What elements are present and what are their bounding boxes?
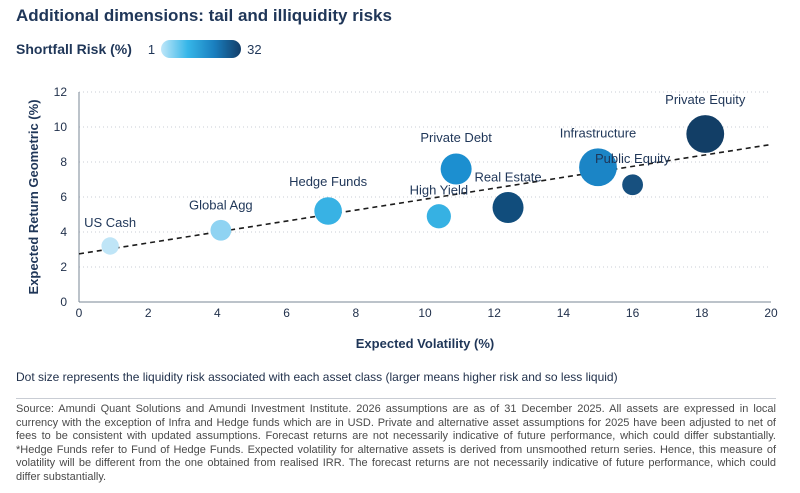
x-tick-label: 4 — [214, 306, 221, 320]
point-label: High Yield — [410, 182, 469, 197]
x-tick-label: 6 — [283, 306, 290, 320]
x-tick-label: 0 — [76, 306, 83, 320]
point-label: Private Debt — [420, 130, 492, 145]
point-label: Real Estate — [474, 170, 541, 185]
x-tick-label: 14 — [557, 306, 571, 320]
x-tick-label: 12 — [488, 306, 502, 320]
point-label: Public Equity — [595, 151, 671, 166]
bubble-point — [579, 148, 617, 187]
y-tick-label: 0 — [60, 295, 67, 309]
bubble-point — [314, 197, 342, 225]
legend-color-gradient — [161, 40, 242, 58]
y-axis-label: Expected Return Geometric (%) — [26, 99, 41, 294]
scatter-chart: 0 2 4 6 8 10 12 0 2 4 6 8 10 12 14 16 18 20 Expected Volat… — [26, 85, 778, 351]
y-tick-label: 4 — [60, 225, 67, 239]
bubble-point — [492, 192, 524, 223]
x-tick-label: 2 — [145, 306, 152, 320]
bubble-point — [622, 174, 643, 196]
bubble-point — [686, 115, 725, 153]
bubble-point — [426, 204, 451, 229]
x-axis-label: Expected Volatility (%) — [356, 336, 494, 351]
point-label: Private Equity — [665, 92, 746, 107]
legend-max-value: 32 — [247, 41, 262, 57]
bubble-point — [440, 153, 472, 185]
y-tick-label: 10 — [54, 120, 68, 134]
x-tick-label: 16 — [626, 306, 640, 320]
point-label: US Cash — [84, 215, 136, 230]
y-tick-label: 8 — [60, 155, 67, 169]
chart-title: Additional dimensions: tail and illiquid… — [16, 6, 392, 25]
bubble-point — [101, 237, 119, 255]
bubble-point — [210, 219, 232, 241]
divider — [16, 398, 776, 399]
x-tick-label: 18 — [695, 306, 709, 320]
dot-size-note: Dot size represents the liquidity risk a… — [16, 370, 618, 384]
y-tick-label: 2 — [60, 260, 67, 274]
source-footnote: Source: Amundi Quant Solutions and Amund… — [16, 403, 776, 483]
shortfall-risk-legend: Shortfall Risk (%) 1 32 — [16, 39, 262, 59]
point-label: Global Agg — [189, 197, 253, 212]
y-tick-label: 6 — [60, 190, 67, 204]
point-label: Infrastructure — [560, 125, 637, 140]
x-tick-label: 20 — [764, 306, 778, 320]
x-tick-label: 10 — [418, 306, 432, 320]
x-tick-label: 8 — [352, 306, 359, 320]
legend-min-value: 1 — [147, 41, 156, 57]
y-tick-label: 12 — [54, 85, 68, 99]
point-label: Hedge Funds — [289, 174, 368, 189]
legend-label: Shortfall Risk (%) — [16, 41, 132, 57]
